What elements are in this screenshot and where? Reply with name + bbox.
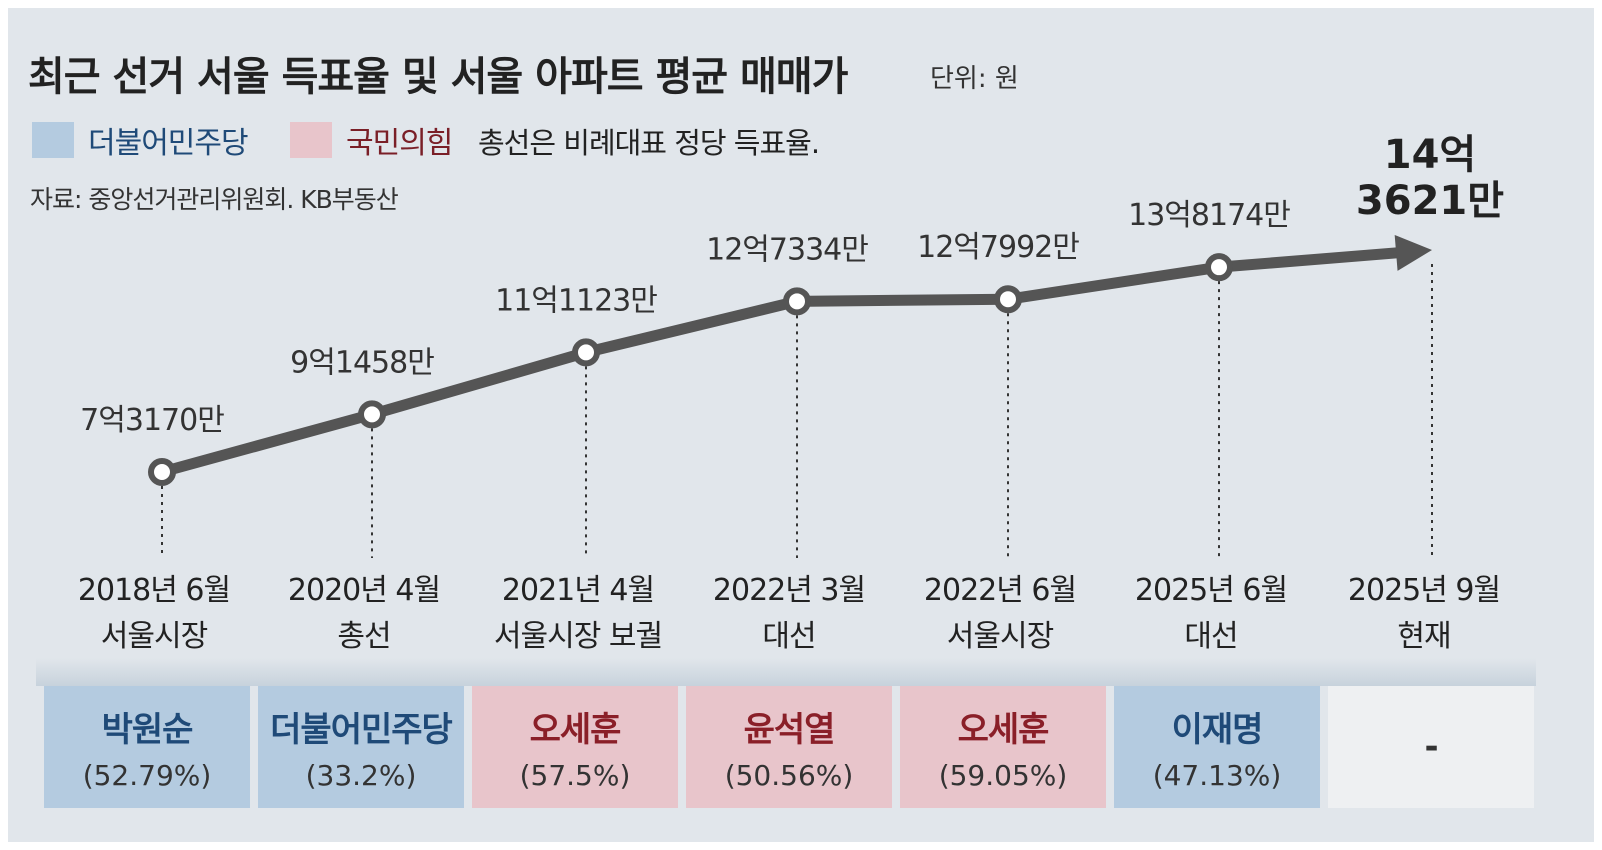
result-name: 이재명 bbox=[1171, 710, 1264, 750]
x-tick-label: 2018년 6월 bbox=[78, 573, 230, 608]
x-tick-label: 2022년 3월 bbox=[713, 573, 865, 608]
x-tick-label: 2021년 4월 bbox=[502, 573, 654, 608]
chart-title: 최근 선거 서울 득표율 및 서울 아파트 평균 매매가 bbox=[28, 54, 848, 100]
result-name: 더불어민주당 bbox=[270, 710, 453, 750]
result-cell: 윤석열 (50.56%) bbox=[686, 686, 892, 808]
result-cell: - bbox=[1328, 686, 1534, 808]
result-name: - bbox=[1424, 727, 1438, 767]
data-point bbox=[148, 458, 176, 486]
arrow-head bbox=[1394, 234, 1432, 271]
result-cell: 박원순 (52.79%) bbox=[44, 686, 250, 808]
data-point bbox=[994, 285, 1022, 314]
legend-swatch-dem bbox=[32, 122, 74, 158]
result-cell: 오세훈 (57.5%) bbox=[472, 686, 678, 808]
value-label: 7억3170만 bbox=[80, 403, 224, 438]
value-label: 12억7992만 bbox=[917, 230, 1079, 265]
legend-label-dem: 더불어민주당 bbox=[88, 126, 249, 161]
x-tick-label: 서울시장 bbox=[947, 619, 1054, 654]
result-cell: 더불어민주당 (33.2%) bbox=[258, 686, 464, 808]
legend-label-ppp: 국민의힘 bbox=[346, 126, 453, 161]
unit-label: 단위: 원 bbox=[930, 64, 1019, 94]
x-tick-label: 2020년 4월 bbox=[288, 573, 440, 608]
x-tick-label: 2025년 6월 bbox=[1135, 573, 1287, 608]
result-name: 윤석열 bbox=[743, 710, 836, 750]
result-percentage: (47.13%) bbox=[1152, 759, 1282, 792]
data-point bbox=[572, 338, 600, 367]
value-label: 3621만 bbox=[1356, 178, 1504, 224]
value-label: 12억7334만 bbox=[706, 232, 868, 267]
result-name: 박원순 bbox=[101, 710, 194, 750]
x-tick-label: 대선 bbox=[762, 619, 815, 654]
data-point bbox=[358, 400, 386, 429]
x-tick-label: 2025년 9월 bbox=[1348, 573, 1500, 608]
result-cell: 오세훈 (59.05%) bbox=[900, 686, 1106, 808]
legend-dem: 더불어민주당 bbox=[32, 120, 249, 161]
source-note: 자료: 중앙선거관리위원회. KB부동산 bbox=[30, 185, 399, 214]
value-label: 11억1123만 bbox=[495, 283, 657, 318]
result-name: 오세훈 bbox=[529, 710, 622, 750]
x-tick-label: 서울시장 bbox=[101, 619, 208, 654]
result-percentage: (59.05%) bbox=[938, 759, 1068, 792]
results-band bbox=[36, 658, 1536, 686]
result-percentage: (57.5%) bbox=[519, 759, 631, 792]
legend-ppp: 국민의힘 bbox=[290, 120, 453, 161]
legend-swatch-ppp bbox=[290, 122, 332, 158]
x-tick-label: 대선 bbox=[1184, 619, 1237, 654]
result-name: 오세훈 bbox=[957, 710, 1050, 750]
result-cell: 이재명 (47.13%) bbox=[1114, 686, 1320, 808]
result-percentage: (50.56%) bbox=[724, 759, 854, 792]
result-percentage: (52.79%) bbox=[82, 759, 212, 792]
value-label: 13억8174만 bbox=[1128, 198, 1290, 233]
x-tick-label: 2022년 6월 bbox=[924, 573, 1076, 608]
x-tick-label: 총선 bbox=[337, 619, 390, 654]
legend-note: 총선은 비례대표 정당 득표율. bbox=[478, 126, 820, 160]
x-tick-label: 현재 bbox=[1397, 619, 1450, 654]
x-tick-label: 서울시장 보궐 bbox=[494, 619, 662, 654]
value-label: 14억 bbox=[1384, 132, 1476, 178]
value-label: 9억1458만 bbox=[290, 345, 434, 380]
data-point bbox=[1205, 253, 1233, 282]
data-point bbox=[783, 287, 811, 316]
result-percentage: (33.2%) bbox=[305, 759, 417, 792]
